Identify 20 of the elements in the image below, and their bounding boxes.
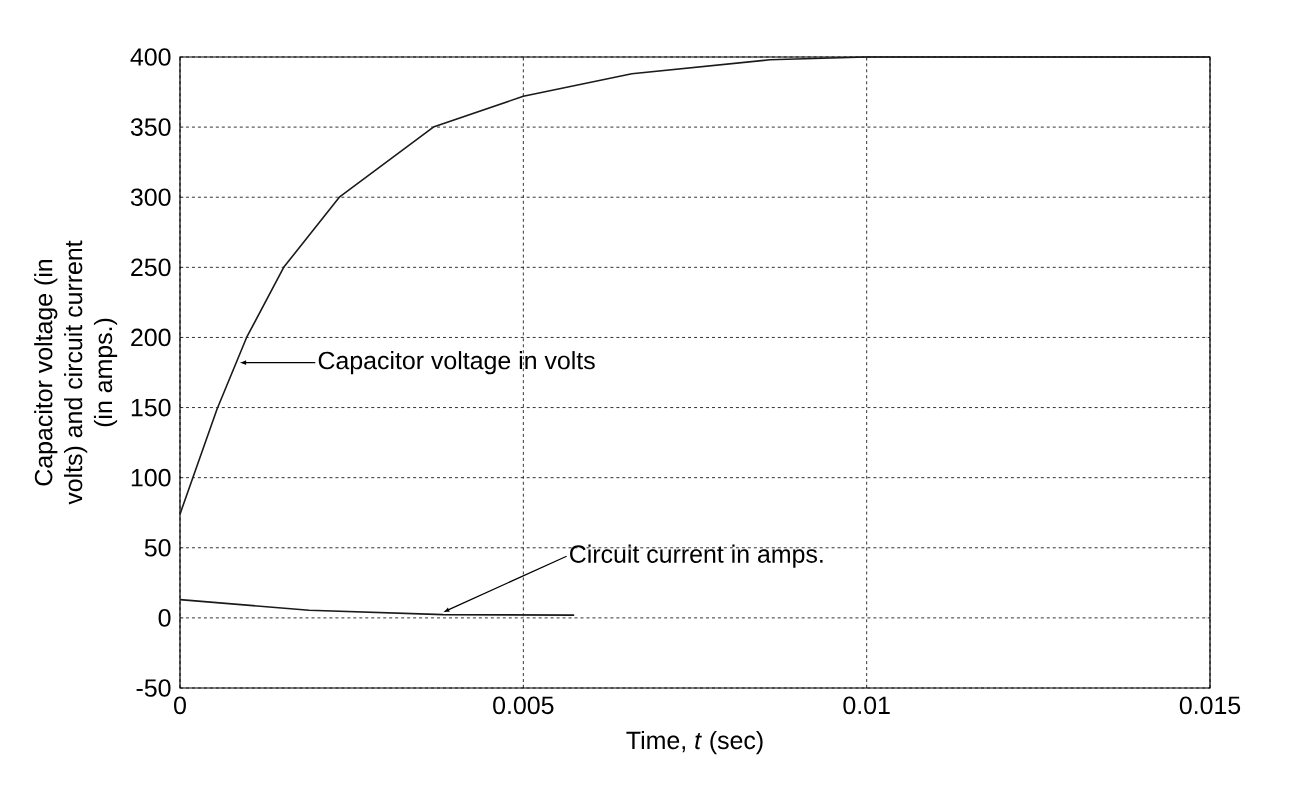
line-series [179,598,575,616]
y-tick-label: 250 [131,258,171,277]
y-tick-label: 400 [130,48,171,66]
y-tick-label: 150 [131,398,171,417]
y-tick-label: 50 [144,538,171,557]
y-tick-label: 200 [131,328,171,347]
y-tick-label: 0 [158,609,171,627]
y-tick-label: 350 [130,118,171,136]
annotation: Circuit current in amps. [570,544,823,568]
line-series [179,56,1211,515]
y-tick-label: -50 [136,679,171,697]
x-tick-label: 0 [174,696,186,715]
y-axis-title: Capacitor voltage (in volts) and circuit current (in amps.) [34,240,118,505]
x-tick-label: 0.01 [843,696,890,715]
x-axis-title: Time, t (sec) [626,730,763,755]
x-tick-label: 0.005 [493,696,554,715]
y-tick-label: 300 [130,188,171,207]
annotation: Capacitor voltage in volts [318,351,595,375]
y-tick-label: 100 [131,468,171,487]
x-tick-label: 0.015 [1179,696,1241,715]
